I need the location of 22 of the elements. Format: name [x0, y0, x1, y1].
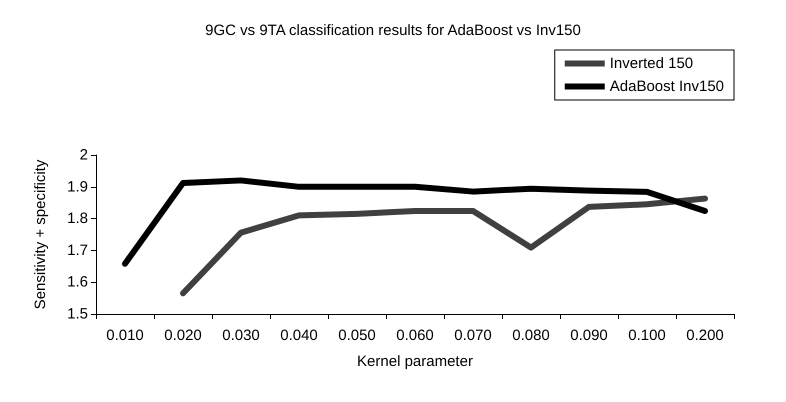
- x-tick-label: 0.080: [512, 327, 550, 344]
- y-tick-label: 1.5: [67, 306, 88, 322]
- y-tick-label: 1.8: [67, 210, 88, 228]
- x-tick-label: 0.050: [338, 327, 376, 344]
- x-tick-label: 0.090: [570, 327, 608, 344]
- x-tick-label: 0.100: [628, 327, 666, 344]
- x-tick-label: 0.200: [686, 327, 724, 344]
- x-tick-label: 0.040: [280, 327, 318, 344]
- x-tick-label: 0.060: [396, 327, 434, 344]
- x-axis-title: Kernel parameter: [357, 353, 473, 370]
- y-tick-label: 1.7: [67, 242, 88, 259]
- chart-title: 9GC vs 9TA classification results for AdaBoost vs Inv150: [205, 22, 581, 39]
- y-tick-label: 2: [80, 146, 88, 164]
- legend-label: AdaBoost Inv150: [610, 78, 724, 95]
- x-tick-label: 0.070: [454, 327, 492, 344]
- x-tick-label: 0.030: [222, 327, 260, 344]
- y-axis-title: Sensitivity + specificity: [32, 159, 49, 310]
- x-tick-label: 0.020: [164, 327, 202, 344]
- legend-label: Inverted 150: [610, 55, 694, 72]
- y-tick-label: 1.6: [67, 274, 88, 291]
- x-tick-label: 0.010: [106, 327, 144, 344]
- y-tick-label: 1.9: [67, 178, 88, 196]
